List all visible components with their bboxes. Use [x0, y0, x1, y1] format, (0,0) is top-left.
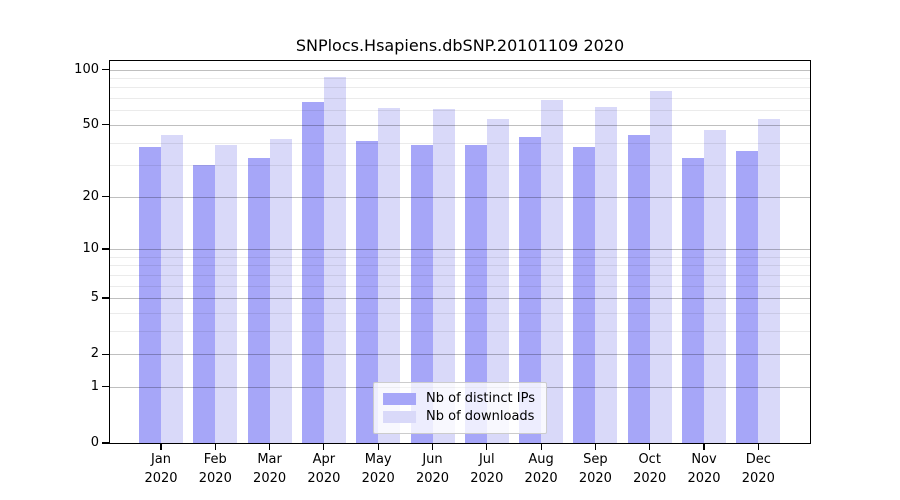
bar-downloads — [432, 109, 455, 443]
gridline-minor — [110, 274, 810, 276]
gridline-minor — [110, 285, 810, 287]
y-tick — [102, 442, 110, 444]
x-tick — [160, 443, 162, 450]
gridline-minor — [110, 98, 810, 100]
x-tick-label: Oct 2020 — [633, 452, 667, 486]
gridline-minor — [110, 78, 810, 79]
x-tick — [377, 443, 379, 450]
legend: Nb of distinct IPs Nb of downloads — [373, 382, 547, 434]
x-tick — [703, 443, 705, 450]
x-tick — [540, 443, 542, 450]
gridline-minor — [110, 87, 810, 89]
x-tick-label: May 2020 — [361, 452, 395, 486]
y-tick — [102, 124, 110, 126]
bar-downloads — [378, 107, 401, 443]
y-tick — [102, 353, 110, 355]
bar-downloads — [704, 129, 726, 443]
y-tick — [102, 297, 110, 299]
bar-distinct-ips — [573, 146, 596, 443]
bar-distinct-ips — [464, 144, 487, 443]
y-tick — [102, 196, 110, 198]
bar-distinct-ips — [247, 157, 270, 443]
bar-downloads — [649, 90, 672, 443]
x-tick — [431, 443, 434, 450]
y-tick-label: 2 — [90, 346, 99, 362]
gridline-minor — [110, 110, 810, 112]
y-tick — [102, 69, 110, 71]
x-tick — [323, 443, 325, 450]
x-tick-label: Feb 2020 — [198, 452, 232, 486]
legend-label-distinct-ips: Nb of distinct IPs — [426, 391, 535, 406]
x-tick — [757, 443, 759, 450]
bar-downloads — [486, 118, 509, 443]
chart-title: SNPlocs.Hsapiens.dbSNP.20101109 2020 — [295, 36, 625, 55]
bar-distinct-ips — [139, 146, 161, 443]
x-tick-label: Mar 2020 — [253, 452, 287, 486]
gridline-minor — [110, 312, 810, 314]
x-tick-label: Apr 2020 — [307, 452, 341, 486]
bar-distinct-ips — [736, 150, 759, 443]
bar-distinct-ips — [301, 101, 324, 443]
gridline-minor — [110, 330, 810, 332]
bar-distinct-ips — [627, 135, 650, 443]
x-tick — [214, 443, 216, 450]
bar-downloads — [595, 106, 618, 443]
bar-distinct-ips — [682, 157, 704, 443]
x-tick-label: Aug 2020 — [524, 452, 558, 486]
legend-label-downloads: Nb of downloads — [426, 409, 535, 424]
gridline-major — [110, 354, 810, 356]
gridline-major — [110, 196, 810, 198]
bar-downloads — [215, 144, 238, 443]
bar-distinct-ips — [519, 136, 542, 443]
y-tick-label: 50 — [82, 116, 99, 132]
gridline-major — [110, 298, 810, 299]
x-tick — [269, 443, 271, 450]
bar-downloads — [161, 135, 183, 443]
y-tick — [102, 386, 110, 388]
plot-area: Nb of distinct IPs Nb of downloads — [109, 60, 811, 444]
gridline-major — [110, 124, 810, 126]
x-tick-label: Nov 2020 — [687, 452, 721, 486]
x-tick-label: Sep 2020 — [578, 452, 612, 486]
gridline-minor — [110, 265, 810, 267]
x-tick-label: Jun 2020 — [415, 452, 450, 486]
legend-item-distinct-ips: Nb of distinct IPs — [383, 391, 535, 406]
bar-downloads — [541, 100, 564, 443]
gridlines-layer — [110, 61, 810, 443]
gridline-major — [110, 69, 810, 71]
bar-distinct-ips — [193, 165, 216, 443]
y-tick-label: 10 — [82, 241, 99, 256]
y-tick — [102, 248, 110, 250]
x-tick-label: Jul 2020 — [470, 452, 504, 486]
bar-distinct-ips — [356, 140, 379, 443]
x-tick-label: Dec 2020 — [741, 452, 775, 486]
y-tick-label: 1 — [90, 378, 99, 394]
legend-item-downloads: Nb of downloads — [383, 409, 535, 424]
gridline-minor — [110, 165, 810, 167]
legend-swatch-distinct-ips — [383, 392, 417, 405]
bars-layer — [110, 61, 810, 443]
y-tick-label: 0 — [90, 435, 99, 450]
y-tick-label: 20 — [82, 188, 99, 204]
bar-distinct-ips — [410, 144, 433, 443]
x-tick — [486, 443, 488, 450]
x-tick — [594, 443, 596, 450]
x-tick-label: Jan 2020 — [144, 452, 178, 486]
gridline-major — [110, 249, 810, 250]
bar-downloads — [269, 138, 292, 443]
bar-downloads — [323, 77, 346, 443]
gridline-minor — [110, 256, 810, 258]
y-tick-label: 100 — [74, 61, 99, 77]
gridline-minor — [110, 142, 810, 144]
x-tick — [649, 443, 651, 450]
bar-downloads — [758, 118, 781, 443]
y-tick-label: 5 — [90, 290, 99, 305]
legend-swatch-downloads — [383, 410, 417, 423]
